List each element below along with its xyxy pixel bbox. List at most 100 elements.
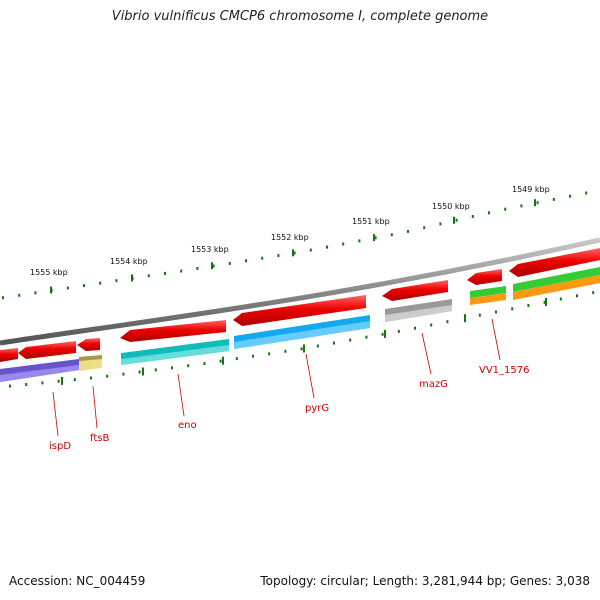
minor-tick — [446, 320, 449, 324]
minor-tick — [235, 357, 238, 361]
major-tick — [142, 367, 144, 376]
map-title: Vibrio vulnificus CMCP6 chromosome I, co… — [111, 9, 489, 24]
strand-arrow — [0, 348, 18, 362]
minor-tick — [552, 197, 555, 201]
minor-tick — [520, 204, 523, 208]
minor-tick — [365, 335, 368, 339]
strand-arrow — [509, 248, 600, 277]
strand-arrow — [467, 269, 502, 285]
minor-tick — [171, 366, 173, 370]
minor-tick — [543, 300, 546, 304]
kbp-label: 1549 kbp — [512, 185, 550, 194]
minor-tick — [147, 274, 150, 278]
minor-tick — [57, 379, 60, 383]
leader-line — [305, 353, 315, 399]
minor-tick — [527, 304, 530, 307]
minor-tick — [90, 376, 92, 380]
minor-tick — [511, 307, 514, 311]
kbp-label: 1552 kbp — [271, 233, 309, 242]
minor-tick — [228, 261, 231, 265]
leader-line — [491, 318, 501, 361]
strand-arrow — [233, 295, 366, 326]
kbp-labels: 1555 kbp 1554 kbp 1553 kbp 1552 kbp 1551… — [30, 185, 550, 277]
minor-tick — [277, 254, 280, 258]
minor-tick — [180, 269, 183, 273]
major-tick — [211, 262, 213, 270]
minor-tick — [569, 194, 571, 198]
minor-tick — [349, 338, 352, 342]
minor-tick — [106, 374, 109, 378]
minor-tick — [439, 222, 442, 226]
minor-tick — [212, 264, 215, 268]
leader-line — [421, 332, 432, 375]
minor-tick — [478, 313, 481, 317]
genome-backbone — [0, 237, 600, 346]
minor-tick — [342, 242, 345, 246]
major-tick — [222, 356, 224, 365]
minor-tick — [252, 354, 254, 358]
accession-text: Accession: NC_004459 — [9, 574, 146, 588]
gene-blocks — [0, 267, 600, 382]
minor-tick — [9, 384, 11, 388]
gene-label-eno: eno — [178, 420, 197, 431]
gene-label-ispD: ispD — [49, 441, 71, 452]
minor-tick — [164, 271, 166, 275]
minor-tick — [25, 383, 28, 386]
leader-line — [52, 391, 59, 437]
minor-tick — [326, 245, 328, 249]
minor-tick — [219, 359, 222, 363]
major-tick — [384, 329, 386, 338]
strand-arrows — [0, 248, 600, 362]
minor-tick — [397, 329, 400, 333]
kbp-label: 1555 kbp — [30, 268, 68, 277]
gene-block-green-1 — [470, 286, 506, 298]
major-tick — [373, 234, 375, 242]
major-tick — [453, 216, 455, 224]
minor-tick — [99, 281, 102, 285]
minor-tick — [122, 372, 125, 376]
gene-block-orange-2 — [513, 275, 600, 300]
leader-line — [92, 385, 98, 429]
minor-tick — [284, 349, 287, 353]
major-tick — [303, 344, 305, 353]
minor-tick — [471, 215, 474, 218]
gene-block-orange-1 — [470, 293, 506, 305]
major-tick — [292, 249, 294, 257]
minor-tick — [559, 297, 562, 301]
inner-tick-ring — [9, 291, 595, 388]
minor-tick — [261, 256, 264, 260]
minor-tick — [430, 323, 433, 327]
minor-tick — [423, 226, 426, 230]
minor-tick — [504, 207, 507, 211]
minor-tick — [414, 326, 416, 330]
kbp-label: 1554 kbp — [110, 257, 148, 266]
gene-label-ftsB: ftsB — [90, 433, 109, 444]
minor-tick — [358, 239, 361, 243]
minor-tick — [333, 341, 335, 345]
gene-block-ftsB-top — [79, 355, 102, 361]
minor-tick — [73, 378, 76, 382]
minor-tick — [268, 352, 271, 356]
strand-arrow — [77, 338, 100, 351]
minor-tick — [154, 368, 157, 372]
strand-arrow — [18, 341, 76, 359]
gene-labels: ispD ftsB eno pyrG mazG VV1_1576 — [49, 365, 530, 452]
kbp-label: 1550 kbp — [432, 202, 470, 211]
minor-tick — [592, 291, 595, 295]
minor-tick — [374, 236, 377, 240]
strand-arrow — [120, 320, 226, 342]
major-tick — [464, 314, 466, 323]
minor-tick — [316, 344, 319, 348]
major-tick — [50, 286, 52, 294]
minor-tick — [585, 191, 588, 195]
gene-leader-lines — [52, 318, 501, 437]
minor-tick — [196, 267, 199, 270]
minor-tick — [495, 310, 497, 314]
major-tick — [61, 376, 63, 385]
minor-tick — [187, 364, 190, 368]
strand-arrow — [382, 280, 448, 301]
minor-tick — [138, 370, 141, 374]
minor-tick — [18, 293, 21, 297]
